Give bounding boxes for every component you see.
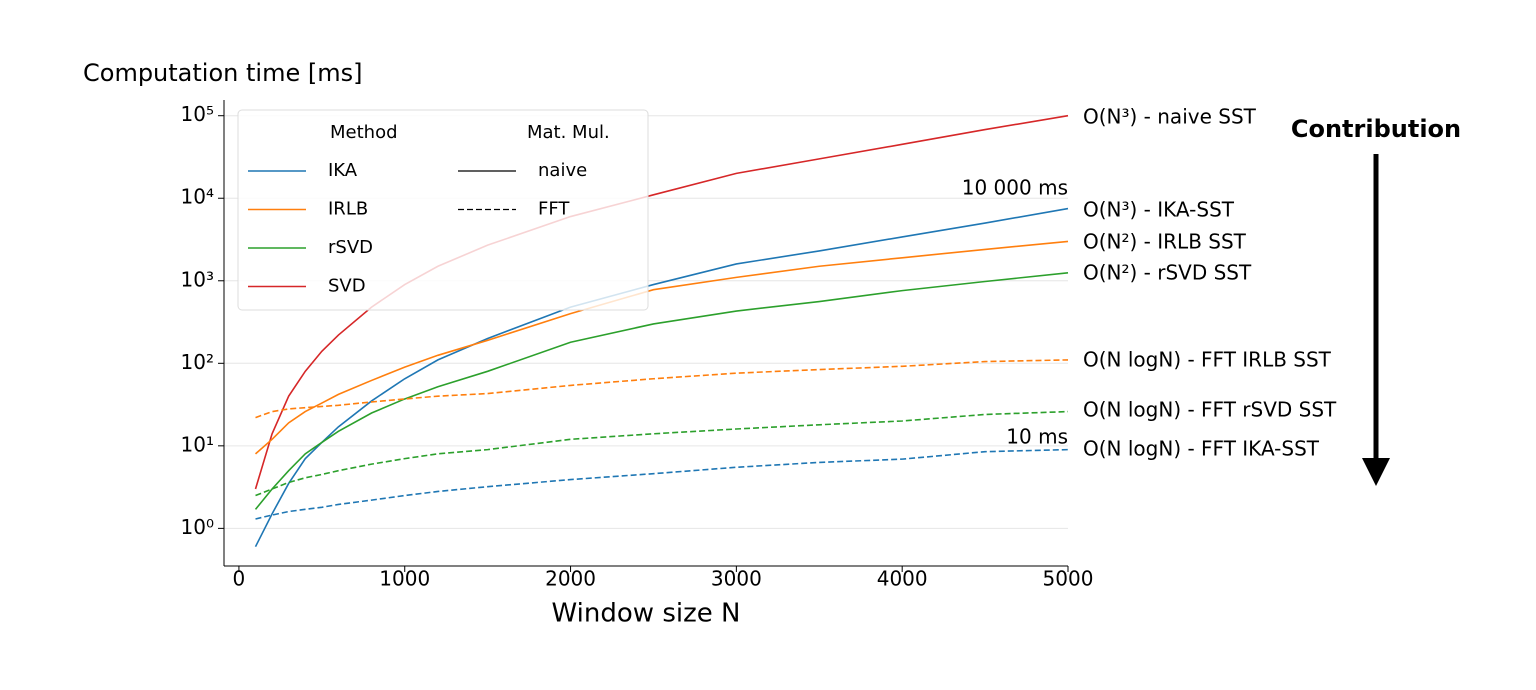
legend-label: naive	[538, 160, 587, 181]
legend-title: Mat. Mul.	[527, 122, 610, 143]
y-tick-label: 10¹	[181, 432, 214, 456]
y-tick-label: 10⁴	[181, 185, 214, 209]
annotation: O(N²) - rSVD SST	[1083, 261, 1252, 285]
y-tick-label: 10⁵	[181, 102, 214, 126]
contribution-label: Contribution	[1291, 115, 1461, 143]
series-line	[254, 271, 1069, 510]
annotation: O(N logN) - FFT IKA-SST	[1083, 437, 1320, 461]
y-tick-label: 10³	[181, 267, 214, 291]
x-tick-label: 2000	[545, 567, 596, 591]
arrow-head	[1362, 458, 1390, 486]
x-axis-label: Window size N	[552, 599, 741, 629]
annotation: 10 000 ms	[962, 176, 1068, 200]
series-line	[255, 448, 1069, 520]
legend-label: IKA	[328, 160, 358, 181]
y-tick-label: 10⁰	[181, 515, 214, 539]
y-axis-label: Computation time [ms]	[83, 59, 362, 87]
series-line	[255, 359, 1069, 419]
annotation: O(N³) - IKA-SST	[1083, 198, 1235, 222]
series-line	[254, 207, 1069, 548]
x-tick-label: 5000	[1043, 567, 1094, 591]
x-tick-label: 1000	[379, 567, 430, 591]
annotation: O(N logN) - FFT rSVD SST	[1083, 398, 1337, 422]
legend-title: Method	[330, 122, 398, 143]
x-tick-label: 0	[233, 567, 246, 591]
x-tick-label: 3000	[711, 567, 762, 591]
annotation: O(N²) - IRLB SST	[1083, 230, 1247, 254]
series-line	[255, 410, 1069, 497]
annotation: O(N³) - naive SST	[1083, 105, 1257, 129]
x-tick-label: 4000	[877, 567, 928, 591]
legend-label: FFT	[538, 199, 570, 220]
legend-label: IRLB	[328, 199, 368, 220]
y-tick-label: 10²	[181, 350, 214, 374]
legend-label: rSVD	[328, 237, 373, 258]
annotation: 10 ms	[1006, 425, 1068, 449]
series-line	[254, 240, 1069, 455]
annotation: O(N logN) - FFT IRLB SST	[1083, 348, 1332, 372]
legend-box	[237, 109, 649, 311]
legend-label: SVD	[328, 276, 366, 297]
